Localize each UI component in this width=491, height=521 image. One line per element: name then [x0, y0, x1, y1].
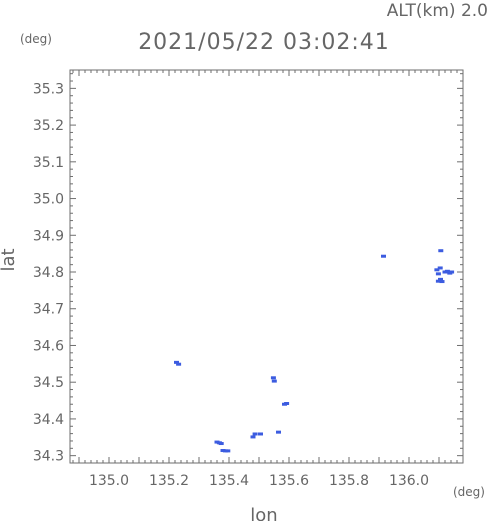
y-axis-label: lat: [0, 248, 19, 271]
x-tick-label: 135.0: [89, 473, 129, 489]
data-point: [270, 376, 276, 380]
data-point: [435, 272, 441, 276]
y-tick-label: 35.1: [33, 155, 64, 171]
data-point: [434, 268, 440, 272]
x-tick-label: 135.6: [269, 473, 309, 489]
data-point: [444, 269, 450, 273]
data-point: [218, 442, 224, 446]
data-point: [250, 435, 256, 439]
x-tick-label: 135.2: [149, 473, 189, 489]
y-tick-label: 34.6: [33, 338, 64, 354]
x-unit-label: (deg): [453, 485, 485, 499]
data-point: [271, 379, 277, 383]
data-point: [435, 279, 441, 283]
y-tick-label: 34.9: [33, 228, 64, 244]
data-point: [225, 449, 231, 453]
data-point: [276, 430, 281, 434]
data-point: [449, 270, 455, 274]
data-point: [439, 280, 445, 284]
data-point: [252, 432, 258, 436]
x-tick-label: 135.8: [329, 473, 369, 489]
data-points: [174, 249, 455, 453]
x-tick-label: 135.4: [209, 473, 249, 489]
y-tick-label: 34.3: [33, 449, 64, 465]
y-tick-label: 34.5: [33, 375, 64, 391]
y-tick-label: 35.3: [33, 81, 64, 97]
y-tick-label: 34.8: [33, 265, 64, 281]
data-point: [176, 362, 182, 366]
altitude-label: ALT(km) 2.0: [387, 1, 488, 21]
x-tick-label: 136.0: [389, 473, 429, 489]
y-tick-label: 35.2: [33, 118, 64, 134]
plot-frame: [69, 69, 464, 464]
y-tick-label: 35.0: [33, 192, 64, 208]
data-point: [381, 254, 386, 258]
chart-title: 2021/05/22 03:02:41: [138, 30, 390, 55]
ticks: 34.3 34.4 34.5 34.6 34.7 34.8 34.9 35.0 35.1 35.2…: [33, 70, 464, 489]
data-point: [174, 360, 179, 364]
y-unit-label: (deg): [20, 32, 52, 46]
data-point: [438, 249, 444, 253]
x-axis-label: lon: [250, 505, 277, 521]
data-point: [437, 266, 443, 270]
data-point: [258, 432, 263, 436]
y-tick-label: 34.4: [33, 412, 64, 428]
y-tick-label: 34.7: [33, 302, 64, 318]
data-point: [438, 277, 443, 281]
data-point: [284, 401, 290, 405]
